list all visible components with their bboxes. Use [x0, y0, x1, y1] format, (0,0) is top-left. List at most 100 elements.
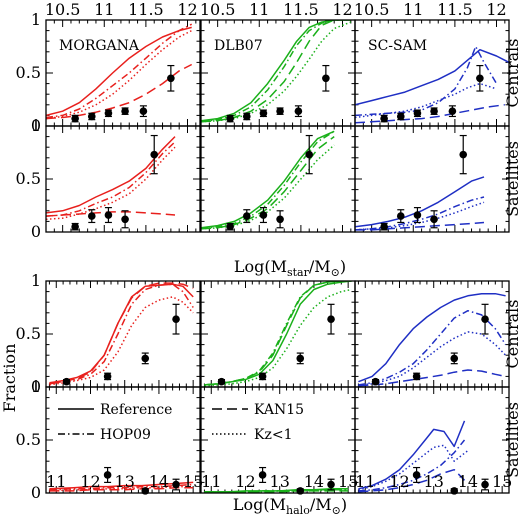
data-point [167, 74, 175, 83]
series-line-reference [201, 130, 335, 229]
panel-frame [200, 125, 356, 233]
bottom-x-tick-label: 15 [183, 472, 203, 491]
panel-points [226, 134, 314, 231]
series-line-kan15 [355, 104, 505, 124]
top-x-tick-label: 11.5 [437, 0, 473, 19]
bottom-x-tick-label: 15 [492, 472, 512, 491]
row-label: Centrals [503, 39, 520, 108]
data-point [294, 107, 303, 115]
y-tick-label: 1 [31, 10, 41, 29]
data-point [448, 107, 457, 115]
top-x-tick-labels: 10.5 11 11.5 12 10.5 11 11.5 12 10.5 11 11.5 12 [45, 0, 507, 19]
bottom-x-tick-label: 14 [304, 472, 324, 491]
panel-curves [355, 45, 509, 124]
data-point [258, 471, 267, 479]
bottom-x-tick-label: 13 [270, 472, 290, 491]
panel-curves [204, 488, 349, 493]
stellar-mass-axis-title: Log(Mstar/M⊙) [234, 257, 346, 279]
data-point [121, 215, 129, 224]
data-point [150, 150, 159, 159]
data-point [172, 480, 180, 489]
bottom-x-tick-label: 12 [80, 472, 100, 491]
panel-curves [201, 130, 335, 230]
y-axis-title: Fraction [0, 344, 19, 413]
panel-curves [49, 282, 194, 386]
series-line-reference [46, 26, 192, 117]
row-label: Satellites [503, 141, 520, 217]
series-line-kan15 [49, 282, 194, 385]
data-point [103, 372, 112, 381]
panel-0-2 [354, 19, 510, 127]
data-point [103, 471, 112, 479]
halo-title-close: ) [341, 495, 347, 514]
y-tick-label: 0.5 [16, 324, 41, 343]
series-line-hop09 [201, 130, 335, 230]
data-point [481, 315, 489, 323]
series-line-hop09 [358, 309, 507, 386]
top-x-tick-label: 11 [249, 0, 269, 19]
panel-points [380, 64, 484, 123]
top-x-tick-label: 12 [332, 0, 352, 19]
data-point [305, 150, 314, 159]
panel-2-1 [200, 280, 356, 388]
legend-label: KAN15 [254, 402, 304, 418]
panel-curves [46, 136, 176, 221]
y-tick-label: 0 [31, 483, 41, 502]
halo-title-prefix: Log(M [233, 495, 286, 514]
series-line-reference [49, 283, 194, 384]
series-line-reference [358, 292, 506, 383]
top-x-tick-label: 10.5 [45, 0, 81, 19]
top-x-tick-label: 12 [486, 0, 506, 19]
panel-1-1 [200, 125, 356, 233]
y-tick-label: 0 [31, 222, 41, 241]
top-x-tick-label: 12 [177, 0, 197, 19]
panel-points [71, 64, 175, 123]
y-tick-label: 1 [31, 377, 41, 396]
panel-curves [358, 292, 507, 387]
y-tick-label: 0 [31, 377, 41, 396]
stellar-title-prefix: Log(M [234, 257, 287, 276]
panel-frame [354, 125, 510, 233]
panel-1-2 [354, 125, 510, 233]
series-line-kz1 [358, 331, 507, 386]
panel-2-0 [45, 280, 201, 388]
top-x-tick-label: 11 [403, 0, 423, 19]
y-tick-label: 0 [31, 116, 41, 135]
data-point [450, 354, 459, 363]
bottom-x-tick-label: 14 [149, 472, 169, 491]
row-label: Satellites [503, 402, 520, 478]
series-line-kz1 [201, 144, 335, 230]
legend-label: Kz<1 [254, 427, 292, 443]
data-point [226, 222, 234, 231]
data-point [396, 212, 405, 220]
data-point [322, 74, 330, 83]
model-name: SC-SAM [368, 38, 427, 54]
panel-ticks [200, 125, 355, 233]
data-point [459, 150, 468, 159]
panel-grid [45, 19, 510, 495]
series-line-hop09 [204, 281, 352, 386]
stellar-title-close: ) [340, 257, 346, 276]
data-point [71, 114, 79, 123]
row-label: Centrals [503, 300, 520, 369]
data-point [481, 480, 489, 489]
bottom-x-tick-label: 13 [424, 472, 444, 491]
top-x-tick-label: 11 [94, 0, 114, 19]
data-point [430, 215, 438, 224]
data-point [327, 315, 335, 323]
series-line-kz1 [355, 82, 497, 119]
data-point [259, 109, 268, 118]
series-line-hop09 [358, 439, 466, 492]
data-point [412, 471, 421, 479]
series-line-kan15 [358, 468, 466, 493]
panel-points [371, 303, 489, 386]
series-line-hop09 [49, 483, 194, 491]
data-point [71, 222, 79, 231]
series-line-hop09 [49, 283, 194, 385]
series-line-reference [358, 420, 466, 490]
data-point [242, 112, 251, 121]
panel-3-0 [45, 386, 201, 495]
data-point [104, 211, 113, 219]
data-point [121, 107, 129, 115]
